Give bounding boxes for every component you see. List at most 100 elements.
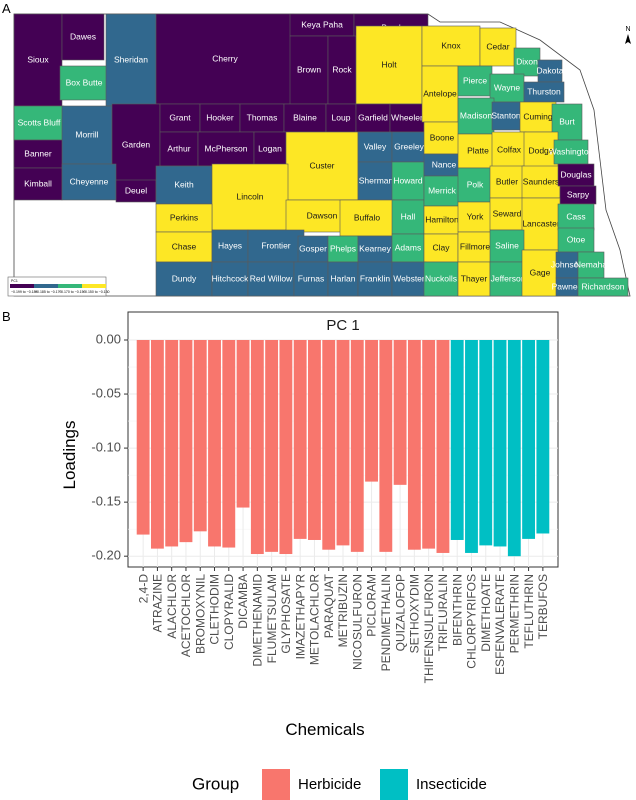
x-tick-label: DICAMBA bbox=[236, 574, 250, 629]
map-legend-swatch bbox=[58, 284, 82, 288]
county-label: Furnas bbox=[298, 273, 324, 283]
county-butler: Butler bbox=[489, 165, 525, 199]
county-label: Sarpy bbox=[567, 189, 590, 199]
county-label: Pierce bbox=[463, 75, 487, 85]
county-label: Fillmore bbox=[460, 241, 490, 251]
county-label: Hall bbox=[401, 211, 416, 221]
x-tick-label: IMAZETHAPYR bbox=[293, 574, 307, 660]
x-tick-label: NICOSULFURON bbox=[350, 574, 364, 670]
x-tick-label: TEFLUTHRIN bbox=[522, 574, 536, 649]
county-label: Cass bbox=[566, 211, 585, 221]
county-lancaster: Lancaster bbox=[521, 197, 561, 251]
bar-quizalofop bbox=[393, 340, 407, 485]
county-dakota: Dakota bbox=[537, 59, 564, 83]
bar-dimethenamid bbox=[250, 340, 264, 555]
county-furnas: Furnas bbox=[293, 261, 329, 297]
county-label: Adams bbox=[395, 242, 421, 252]
county-label: Cherry bbox=[212, 53, 238, 63]
x-tick-label: ESFENVALERATE bbox=[493, 574, 507, 675]
x-tick-label: THIFENSULFURON bbox=[422, 574, 436, 683]
county-label: Dixon bbox=[516, 56, 538, 66]
county-banner: Banner bbox=[13, 139, 63, 169]
county-label: Thomas bbox=[247, 112, 278, 122]
county-sioux: Sioux bbox=[13, 13, 63, 107]
county-label: Thurston bbox=[527, 86, 561, 96]
county-knox: Knox bbox=[421, 25, 481, 67]
county-label: Box Butte bbox=[66, 77, 103, 87]
county-hayes: Hayes bbox=[211, 229, 249, 263]
county-box-butte: Box Butte bbox=[59, 65, 109, 101]
county-loup: Loup bbox=[325, 103, 357, 133]
county-custer: Custer bbox=[285, 131, 359, 201]
county-label: Antelope bbox=[423, 88, 457, 98]
county-garden: Garden bbox=[111, 103, 161, 187]
county-label: Nemaha bbox=[575, 259, 607, 269]
legend-label-herbicide: Herbicide bbox=[298, 776, 361, 793]
x-tick-label: CHLORPYRIFOS bbox=[465, 574, 479, 669]
county-grant: Grant bbox=[159, 103, 201, 133]
bar-pendimethalin bbox=[379, 340, 393, 552]
county-label: Sheridan bbox=[114, 54, 148, 64]
x-tick-label: ATRAZINE bbox=[151, 574, 165, 632]
compass-label: N bbox=[625, 26, 630, 33]
x-axis-title: Chemicals bbox=[285, 720, 364, 739]
county-label: Chase bbox=[172, 241, 197, 251]
bar-picloram bbox=[365, 340, 378, 482]
county-buffalo: Buffalo bbox=[339, 199, 395, 237]
county-kimball: Kimball bbox=[13, 167, 63, 201]
county-chase: Chase bbox=[155, 231, 213, 263]
county-label: Red Willow bbox=[250, 273, 293, 283]
county-label: Dodge bbox=[528, 145, 553, 155]
county-label: Polk bbox=[467, 179, 484, 189]
county-label: Richardson bbox=[582, 281, 625, 291]
bar-tefluthrin bbox=[522, 340, 536, 539]
bar-2-4-d bbox=[136, 340, 150, 535]
county-label: Sherman bbox=[359, 175, 394, 185]
county-label: Otoe bbox=[567, 234, 586, 244]
county-richardson: Richardson bbox=[577, 277, 629, 297]
county-label: Nuckolls bbox=[425, 273, 457, 283]
county-label: Dundy bbox=[172, 273, 197, 283]
county-greeley: Greeley bbox=[391, 131, 427, 163]
county-label: Dawes bbox=[70, 31, 96, 41]
county-perkins: Perkins bbox=[155, 203, 213, 233]
bar-metribuzin bbox=[336, 340, 350, 546]
county-cherry: Cherry bbox=[155, 13, 295, 105]
y-tick-label: -0.20 bbox=[91, 548, 121, 563]
county-label: Hooker bbox=[206, 112, 234, 122]
county-webster: Webster bbox=[391, 261, 427, 297]
county-hitchcock: Hitchcock bbox=[212, 261, 249, 297]
county-label: Gosper bbox=[299, 243, 327, 253]
map-legend-title: PC1 bbox=[11, 279, 18, 283]
county-red-willow: Red Willow bbox=[247, 261, 295, 297]
legend-title: Group bbox=[192, 774, 239, 793]
county-label: Custer bbox=[309, 160, 334, 170]
county-label: Saline bbox=[495, 240, 519, 250]
bar-terbufos bbox=[536, 340, 550, 534]
bar-alachlor bbox=[165, 340, 179, 547]
county-antelope: Antelope bbox=[421, 65, 459, 123]
map-legend-range: −0.185 to −0.170 bbox=[35, 290, 62, 294]
county-polk: Polk bbox=[457, 167, 493, 203]
x-tick-label: BIFENTHRIN bbox=[450, 574, 464, 646]
county-arthur: Arthur bbox=[159, 131, 199, 167]
county-label: Kearney bbox=[359, 243, 391, 253]
county-thomas: Thomas bbox=[239, 103, 285, 133]
y-tick-label: -0.15 bbox=[91, 494, 121, 509]
county-label: Knox bbox=[441, 40, 461, 50]
legend-swatch-herbicide bbox=[262, 769, 290, 800]
map-legend-swatch bbox=[82, 284, 106, 288]
x-tick-label: PICLORAM bbox=[365, 574, 379, 637]
county-thayer: Thayer bbox=[457, 261, 491, 297]
county-merrick: Merrick bbox=[423, 175, 461, 207]
county-blaine: Blaine bbox=[283, 103, 327, 133]
county-jefferson: Jefferson bbox=[489, 261, 527, 297]
y-tick-label: -0.10 bbox=[91, 440, 121, 455]
north-arrow-icon: N bbox=[625, 26, 631, 44]
county-label: Stanton bbox=[491, 110, 521, 120]
x-tick-label: FLUMETSULAM bbox=[265, 574, 279, 663]
county-label: Dawson bbox=[307, 210, 338, 220]
county-platte: Platte bbox=[457, 133, 499, 169]
county-label: Platte bbox=[467, 145, 489, 155]
legend-label-insecticide: Insecticide bbox=[416, 776, 487, 793]
